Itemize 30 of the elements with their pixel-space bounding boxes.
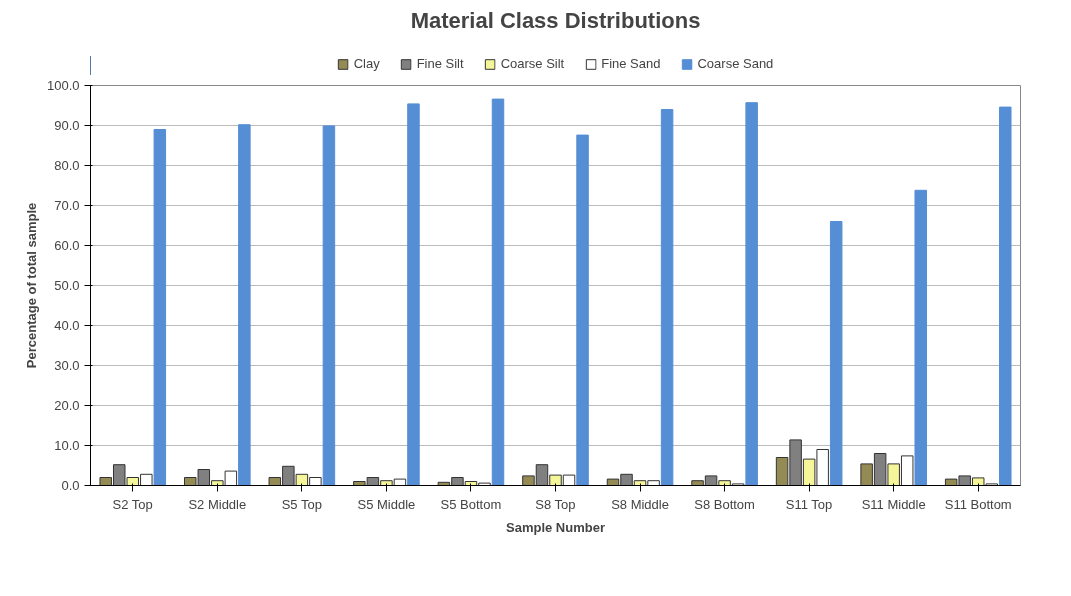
y-tick-label: 90.0: [54, 118, 80, 133]
legend-label: Fine Silt: [416, 56, 464, 71]
x-tick-label: S11 Middle: [861, 496, 926, 512]
x-tick-label: S2 Top: [112, 496, 153, 512]
x-tick-label: S11 Bottom: [944, 496, 1012, 512]
legend-label: Coarse Sand: [697, 56, 774, 71]
y-tick-label: 50.0: [54, 278, 80, 293]
x-tick-label: S8 Bottom: [694, 496, 755, 512]
y-tick-label: 80.0: [54, 158, 80, 173]
chart-title: Material Class Distributions: [410, 7, 701, 33]
x-tick-label: S8 Middle: [611, 496, 669, 512]
y-tick-label: 10.0: [54, 438, 80, 453]
y-tick-label: 40.0: [54, 318, 80, 333]
y-tick-label: 100.0: [46, 78, 80, 93]
x-axis-title: Sample Number: [506, 519, 605, 535]
y-axis-title: Percentage of total sample: [23, 202, 39, 369]
y-tick-label: 70.0: [54, 198, 80, 213]
x-tick-label: S5 Middle: [357, 496, 416, 512]
y-tick-label: 0.0: [61, 478, 80, 493]
legend-label: Clay: [353, 56, 380, 71]
x-tick-label: S8 Top: [535, 496, 576, 512]
y-tick-label: 20.0: [54, 398, 80, 413]
x-tick-label: S5 Bottom: [440, 496, 502, 512]
x-tick-label: S2 Middle: [188, 496, 247, 512]
y-tick-label: 30.0: [54, 358, 80, 373]
x-tick-label: S5 Top: [281, 496, 322, 512]
legend-label: Coarse Silt: [500, 56, 565, 71]
x-tick-label: S11 Top: [785, 496, 833, 512]
legend-label: Fine Sand: [601, 56, 661, 71]
y-tick-label: 60.0: [54, 238, 80, 253]
